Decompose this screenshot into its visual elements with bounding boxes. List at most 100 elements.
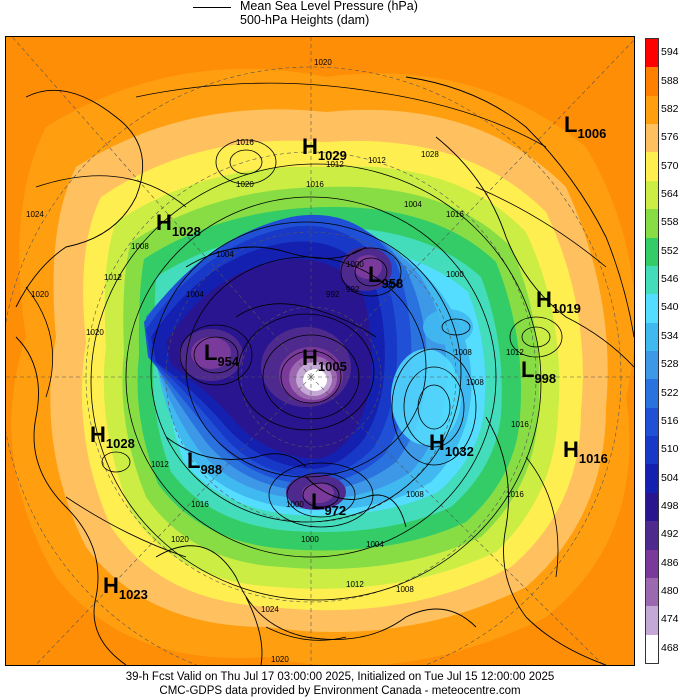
weather-map: 1020 1016 1020 1012 1012 1004 1016 1024 1020 1000… (5, 36, 635, 666)
pressure-center-letter: H (156, 210, 172, 235)
height-colorbar (645, 38, 659, 664)
pressure-center-letter: L (204, 340, 217, 365)
colorbar-swatch (646, 39, 658, 68)
colorbar-swatch (646, 180, 658, 210)
pressure-center-value: 988 (200, 462, 222, 477)
colorbar-label: 588 (661, 74, 679, 87)
isobar-label: 1024 (26, 210, 44, 219)
isobar-legend-line (193, 7, 231, 8)
isobar-label: 1004 (366, 540, 384, 549)
colorbar-swatch (646, 577, 658, 607)
pressure-center-low: L958 (368, 262, 403, 291)
pressure-center-low: L954 (204, 340, 240, 369)
pressure-center-letter: L (521, 357, 534, 382)
colorbar-swatch (646, 209, 658, 239)
colorbar-label: 576 (661, 131, 679, 144)
colorbar-label: 558 (661, 216, 679, 229)
map-legend: Mean Sea Level Pressure (hPa) 500-hPa He… (0, 0, 680, 34)
isobar-label: 1020 (31, 290, 49, 299)
pressure-center-high: H1028 (156, 210, 201, 239)
isobar-label: 1000 (301, 535, 319, 544)
pressure-center-high: H1029 (302, 134, 347, 163)
pressure-center-high: H1005 (302, 345, 347, 374)
colorbar-swatch (646, 492, 658, 522)
pressure-center-value: 1006 (577, 126, 606, 141)
isobar-label: 1008 (131, 242, 149, 251)
colorbar-label: 564 (661, 188, 679, 200)
colorbar-label: 528 (661, 358, 679, 371)
colorbar-label: 516 (661, 414, 679, 427)
pressure-center-low: L998 (521, 357, 556, 386)
coastlines (15, 76, 634, 665)
legend-heights-label: 500-hPa Heights (dam) (240, 13, 370, 27)
pressure-center-letter: L (368, 262, 381, 287)
pressure-center-low: L988 (187, 448, 222, 477)
forecast-valid-line: 39-h Fcst Valid on Thu Jul 17 03:00:00 2… (125, 671, 555, 683)
colorbar-label: 552 (661, 244, 679, 257)
isobar-label: 1000 (346, 260, 364, 269)
colorbar-swatch (646, 464, 658, 494)
height-band-486 (302, 483, 334, 503)
isobar-labels: 1020 1016 1020 1012 1012 1004 1016 1024 1020 1000… (26, 58, 529, 664)
isobar-label: 1008 (396, 585, 414, 594)
colorbar-swatch (646, 294, 658, 324)
pressure-center-value: 1023 (119, 587, 148, 602)
pressure-center-letter: H (429, 430, 445, 455)
pressure-center-letter: H (563, 437, 579, 462)
isobar-label: 1016 (511, 420, 529, 429)
pressure-center-value: 1016 (579, 451, 608, 466)
isobar-label: 992 (326, 290, 340, 299)
isobar-label: 1016 (306, 180, 324, 189)
isobar-label: 1008 (466, 378, 484, 387)
pressure-center-high: H1019 (536, 287, 581, 316)
colorbar-swatch (646, 521, 658, 551)
pressure-center-value: 1019 (552, 301, 581, 316)
colorbar-swatch (646, 407, 658, 437)
colorbar-swatch (646, 379, 658, 409)
colorbar-swatch (646, 67, 658, 97)
isobar-label: 1000 (286, 500, 304, 509)
isobar-label: 1012 (151, 460, 169, 469)
isobar-label: 1016 (236, 138, 254, 147)
colorbar-swatch (646, 549, 658, 579)
pressure-center-high: H1023 (103, 573, 148, 602)
pressure-center-letter: H (302, 134, 318, 159)
pressure-center-high: H1016 (563, 437, 608, 466)
isobar-label: 1016 (191, 500, 209, 509)
pressure-center-value: 1029 (318, 148, 347, 163)
isobar-label: 1020 (86, 328, 104, 337)
pressure-center-value: 1032 (445, 444, 474, 459)
data-credit-line: CMC-GDPS data provided by Environment Ca… (159, 685, 521, 697)
pressure-center-letter: H (103, 573, 119, 598)
isobar-label: 1028 (421, 150, 439, 159)
colorbar-swatch (646, 436, 658, 465)
isobar-label: 1012 (326, 160, 344, 169)
pressure-center-value: 1028 (106, 436, 135, 451)
pressure-center-low: L972 (311, 489, 346, 518)
isobar-label: 1004 (186, 290, 204, 299)
pressure-center-letter: H (536, 287, 552, 312)
height-band-540-lobe (391, 349, 461, 445)
pressure-center-letter: L (311, 489, 324, 514)
colorbar-label: 570 (661, 159, 679, 172)
colorbar-swatch (646, 634, 658, 664)
isobar-label: 1024 (261, 605, 279, 614)
colorbar-label: 492 (661, 528, 679, 541)
isobar-label: 1004 (404, 200, 422, 209)
isobar-label: 1004 (216, 250, 234, 259)
colorbar-swatch (646, 152, 658, 182)
colorbar-label: 534 (661, 329, 679, 342)
pressure-center-high: H1028 (90, 422, 135, 451)
pressure-center-value: 1005 (318, 359, 347, 374)
colorbar-label: 510 (661, 443, 679, 456)
isobar-label: 1020 (171, 535, 189, 544)
isobar-label: 1000 (446, 270, 464, 279)
map-canvas: 1020 1016 1020 1012 1012 1004 1016 1024 1020 1000… (6, 37, 634, 665)
isobar-label: 992 (346, 285, 360, 294)
pressure-center-letter: L (564, 112, 577, 137)
colorbar-label: 540 (661, 301, 679, 314)
colorbar-label: 504 (661, 471, 679, 484)
colorbar-label: 522 (661, 386, 679, 399)
isobar-label: 1020 (236, 180, 254, 189)
